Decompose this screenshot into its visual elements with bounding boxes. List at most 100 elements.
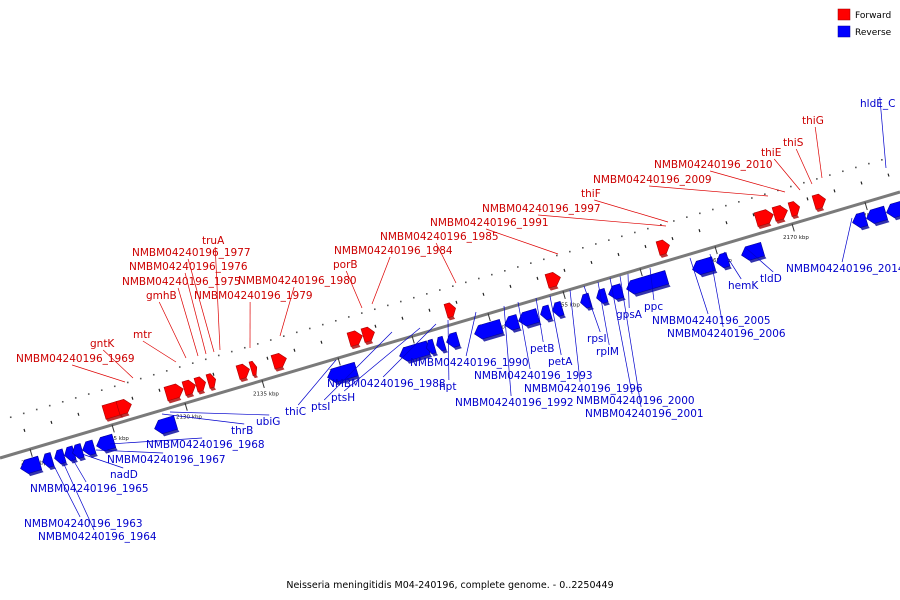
guide-dot xyxy=(491,273,493,276)
guide-dash xyxy=(374,324,377,328)
guide-dash xyxy=(536,276,539,280)
guide-dot xyxy=(321,323,324,326)
reverse-leader-line xyxy=(161,413,245,425)
guide-dot xyxy=(530,262,532,264)
reverse-gene xyxy=(692,256,718,278)
legend-forward-label: Forward xyxy=(855,11,891,21)
reverse-leader-line xyxy=(71,457,87,483)
forward-leader-line xyxy=(814,126,823,179)
reverse-gene-label: ptsH xyxy=(331,392,355,404)
reverse-gene xyxy=(154,415,180,437)
reverse-leader-line xyxy=(841,217,853,263)
reverse-leader-line xyxy=(109,437,203,445)
guide-dot xyxy=(569,250,571,253)
reverse-gene-label: NMBM04240196_1992 xyxy=(455,397,574,409)
guide-dot xyxy=(22,412,25,415)
guide-dot xyxy=(621,235,623,238)
tick-mark xyxy=(639,268,643,277)
reverse-gene xyxy=(608,283,626,303)
reverse-leader-line xyxy=(569,289,581,383)
forward-leader-line xyxy=(279,286,295,337)
forward-gene xyxy=(181,379,196,399)
forward-gene-label: NMBM04240196_1991 xyxy=(430,217,549,229)
guide-dot xyxy=(191,362,194,364)
reverse-gene xyxy=(886,201,900,221)
forward-gene xyxy=(360,326,375,345)
reverse-leader-line xyxy=(583,285,601,333)
tick-label: 2170 kbp xyxy=(783,235,809,241)
guide-dash xyxy=(833,189,836,193)
reverse-gene-label: NMBM04240196_2006 xyxy=(667,328,786,340)
forward-leader-line xyxy=(538,214,667,227)
reverse-gene-label: thiC xyxy=(285,406,306,418)
forward-gene-label: NMBM04240196_1985 xyxy=(380,231,499,243)
guide-dot xyxy=(673,220,675,222)
guide-dot xyxy=(608,239,610,241)
reverse-gene-label: hldE_C xyxy=(860,98,895,110)
forward-gene-label: NMBM04240196_1969 xyxy=(16,353,135,365)
forward-leader-line xyxy=(649,185,769,197)
reverse-leader-line xyxy=(597,281,610,346)
tick-label: 2125 kbp xyxy=(103,436,129,442)
forward-leader-line xyxy=(485,228,559,255)
reverse-leader-line xyxy=(619,275,642,408)
guide-dot xyxy=(412,296,415,299)
forward-leader-line xyxy=(158,301,187,359)
guide-dot xyxy=(256,343,259,345)
forward-gene xyxy=(115,398,132,418)
reverse-gene xyxy=(518,308,542,329)
guide-dash xyxy=(590,260,593,265)
guide-dot xyxy=(855,166,857,169)
reverse-gene-label: NMBM04240196_1996 xyxy=(524,383,643,395)
guide-dot xyxy=(425,293,428,295)
forward-gene xyxy=(235,363,250,382)
forward-gene xyxy=(811,193,826,212)
guide-dash xyxy=(77,412,80,416)
reverse-gene-label: ptsI xyxy=(311,401,330,413)
reverse-leader-line xyxy=(709,253,724,328)
guide-dot xyxy=(777,189,779,192)
guide-dash xyxy=(806,197,809,201)
reverse-gene xyxy=(42,452,56,471)
reverse-leader-line xyxy=(745,247,774,273)
guide-dot xyxy=(165,370,168,372)
forward-leader-line xyxy=(371,256,391,305)
reverse-gene-label: NMBM04240196_1988 xyxy=(327,378,446,390)
reverse-leader-line xyxy=(879,96,887,169)
reverse-leader-line xyxy=(447,319,450,381)
guide-dash xyxy=(266,356,269,360)
forward-leader-line xyxy=(710,170,786,193)
reverse-leader-line xyxy=(61,459,95,531)
reverse-gene-label: NMBM04240196_1967 xyxy=(107,454,226,466)
genome-backbone xyxy=(0,190,900,460)
guide-dash xyxy=(50,420,53,424)
guide-dash xyxy=(887,173,890,177)
reverse-leader-line xyxy=(51,461,81,518)
guide-dot xyxy=(725,204,727,207)
reverse-gene-label: ubiG xyxy=(256,416,280,428)
forward-leader-line xyxy=(594,199,669,223)
reverse-gene-label: petB xyxy=(530,343,554,355)
guide-dot xyxy=(478,277,480,280)
reverse-leader-line xyxy=(169,411,270,416)
guide-dot xyxy=(842,170,844,173)
guide-dot xyxy=(295,331,298,334)
forward-gene-label: gntK xyxy=(90,338,115,350)
reverse-leader-line xyxy=(535,297,544,343)
guide-dot xyxy=(269,339,272,341)
reverse-leader-line xyxy=(95,449,164,454)
guide-dot xyxy=(595,243,597,245)
tick-mark xyxy=(562,291,566,299)
forward-labels: NMBM04240196_1969 gntK mtr gmhB NMBM04240196… xyxy=(16,115,824,383)
forward-gene-label: thiE xyxy=(761,147,781,159)
reverse-gene-label: rpsI xyxy=(587,333,607,345)
tick-mark xyxy=(261,380,265,388)
reverse-gene-label: hpt xyxy=(439,381,456,393)
forward-gene xyxy=(443,302,456,321)
guide-dot xyxy=(790,185,792,188)
forward-leader-line xyxy=(142,340,177,363)
reverse-gene xyxy=(741,241,767,263)
reverse-leader-line xyxy=(323,331,393,401)
